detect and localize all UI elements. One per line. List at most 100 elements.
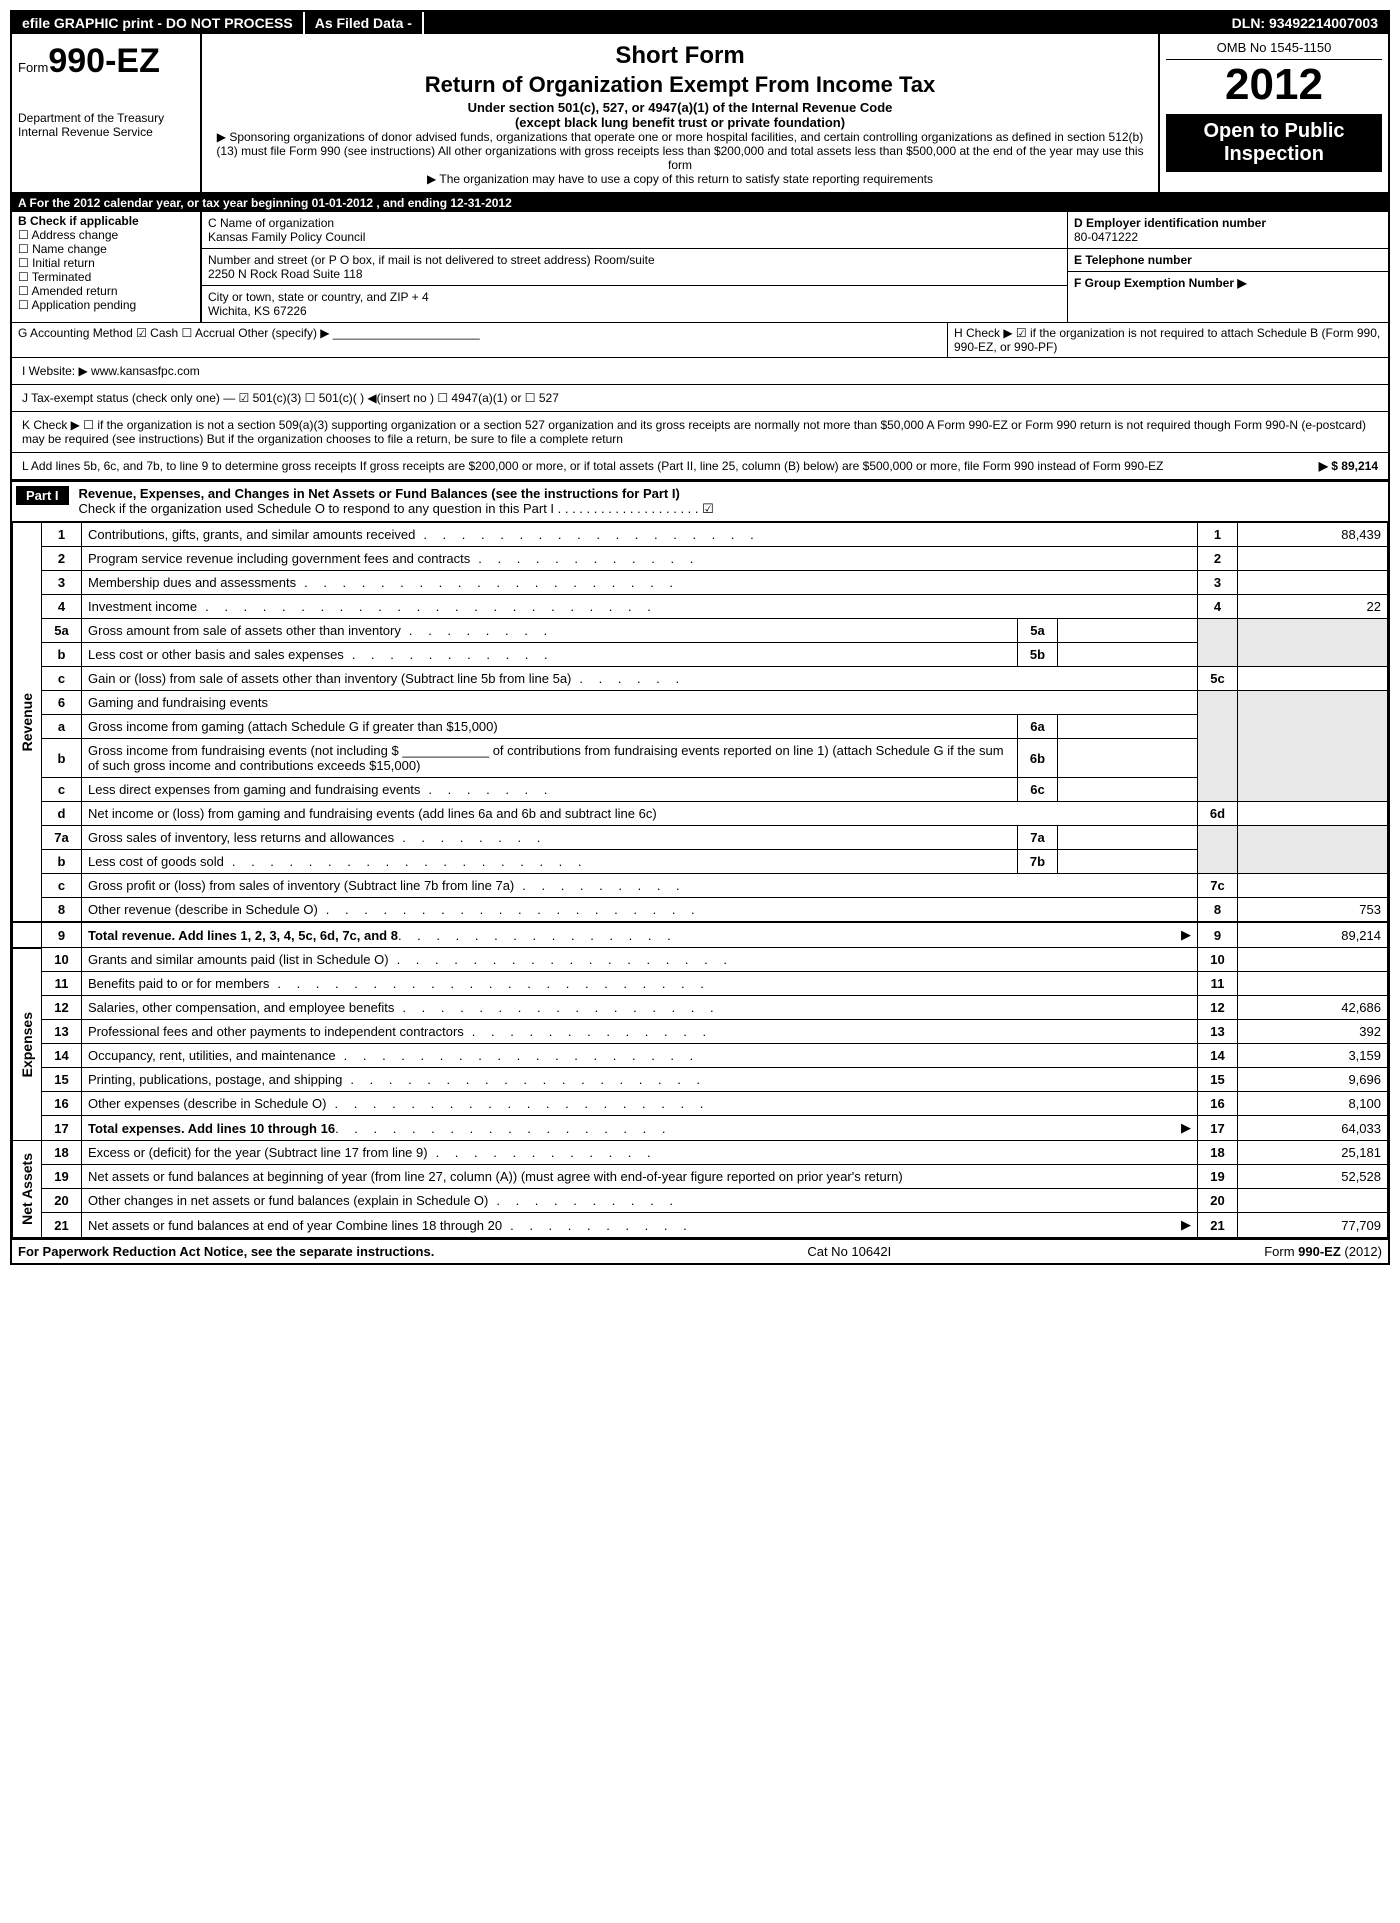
chk-terminated[interactable]: Terminated <box>18 270 194 284</box>
ln-16-amt: 8,100 <box>1238 1092 1388 1116</box>
ln-9-desc: Total revenue. Add lines 1, 2, 3, 4, 5c,… <box>82 922 1198 948</box>
chk-name-change[interactable]: Name change <box>18 242 194 256</box>
footer-left: For Paperwork Reduction Act Notice, see … <box>18 1244 434 1259</box>
ln-5a-sub: 5a <box>1018 619 1058 643</box>
footer-right: Form 990-EZ (2012) <box>1264 1244 1382 1259</box>
title-short-form: Short Form <box>214 42 1146 70</box>
ln-5c-amt <box>1238 667 1388 691</box>
subtitle-2: (except black lung benefit trust or priv… <box>212 115 1148 130</box>
org-city: Wichita, KS 67226 <box>208 304 1061 318</box>
ln-5b-num: b <box>42 643 82 667</box>
header-right: OMB No 1545-1150 2012 Open to Public Ins… <box>1158 34 1388 192</box>
ln-16-num: 16 <box>42 1092 82 1116</box>
section-b-checks: B Check if applicable Address change Nam… <box>12 212 202 322</box>
ln-1-desc: Contributions, gifts, grants, and simila… <box>82 523 1198 547</box>
ln-2-amt <box>1238 547 1388 571</box>
ln-4-num: 4 <box>42 595 82 619</box>
ln-5c-desc: Gain or (loss) from sale of assets other… <box>82 667 1198 691</box>
ln-5b-subval <box>1058 643 1198 667</box>
grey-6-amt <box>1238 691 1388 802</box>
title-main: Return of Organization Exempt From Incom… <box>214 72 1146 98</box>
open-to-public: Open to Public Inspection <box>1166 114 1382 172</box>
ln-7b-num: b <box>42 850 82 874</box>
ln-19-amt: 52,528 <box>1238 1165 1388 1189</box>
ln-4-desc: Investment income. . . . . . . . . . . .… <box>82 595 1198 619</box>
ln-5a-subval <box>1058 619 1198 643</box>
ln-7a-sub: 7a <box>1018 826 1058 850</box>
l-amount: ▶ $ 89,214 <box>1319 459 1378 473</box>
ln-21-num: 21 <box>42 1213 82 1238</box>
ln-6b-sub: 6b <box>1018 739 1058 778</box>
ln-9-amt: 89,214 <box>1238 922 1388 948</box>
ln-14-rn: 14 <box>1198 1044 1238 1068</box>
ln-10-amt <box>1238 948 1388 972</box>
ln-7b-desc: Less cost of goods sold. . . . . . . . .… <box>82 850 1018 874</box>
ln-4-amt: 22 <box>1238 595 1388 619</box>
top-bar: efile GRAPHIC print - DO NOT PROCESS As … <box>12 12 1388 34</box>
ln-5b-sub: 5b <box>1018 643 1058 667</box>
ln-17-rn: 17 <box>1198 1116 1238 1141</box>
chk-initial-return[interactable]: Initial return <box>18 256 194 270</box>
chk-amended-return[interactable]: Amended return <box>18 284 194 298</box>
ln-11-rn: 11 <box>1198 972 1238 996</box>
org-address: 2250 N Rock Road Suite 118 <box>208 267 1061 281</box>
footer: For Paperwork Reduction Act Notice, see … <box>12 1238 1388 1263</box>
ln-7a-subval <box>1058 826 1198 850</box>
ln-6a-desc: Gross income from gaming (attach Schedul… <box>82 715 1018 739</box>
ln-17-desc: Total expenses. Add lines 10 through 16.… <box>82 1116 1198 1141</box>
ln-10-num: 10 <box>42 948 82 972</box>
ln-6a-num: a <box>42 715 82 739</box>
tax-year: 2012 <box>1166 60 1382 110</box>
ln-19-desc: Net assets or fund balances at beginning… <box>82 1165 1198 1189</box>
ln-7c-num: c <box>42 874 82 898</box>
ln-12-rn: 12 <box>1198 996 1238 1020</box>
ln-3-rn: 3 <box>1198 571 1238 595</box>
ln-1-num: 1 <box>42 523 82 547</box>
ln-15-rn: 15 <box>1198 1068 1238 1092</box>
ln-5a-desc: Gross amount from sale of assets other t… <box>82 619 1018 643</box>
d-label: D Employer identification number <box>1074 216 1266 230</box>
ln-19-num: 19 <box>42 1165 82 1189</box>
ln-3-amt <box>1238 571 1388 595</box>
lines-table: Revenue 1 Contributions, gifts, grants, … <box>12 522 1388 1238</box>
omb-no: OMB No 1545-1150 <box>1166 40 1382 60</box>
i-website: I Website: ▶ www.kansasfpc.com <box>12 358 1388 385</box>
chk-application-pending[interactable]: Application pending <box>18 298 194 312</box>
ln-6b-num: b <box>42 739 82 778</box>
ln-11-amt <box>1238 972 1388 996</box>
ln-6b-desc: Gross income from fundraising events (no… <box>82 739 1018 778</box>
ln-6d-amt <box>1238 802 1388 826</box>
ln-7a-desc: Gross sales of inventory, less returns a… <box>82 826 1018 850</box>
ln-6d-rn: 6d <box>1198 802 1238 826</box>
section-revenue-label: Revenue <box>13 523 42 923</box>
city-label: City or town, state or country, and ZIP … <box>208 290 1061 304</box>
grey-6 <box>1198 691 1238 802</box>
l-row: L Add lines 5b, 6c, and 7b, to line 9 to… <box>12 453 1388 480</box>
ln-10-desc: Grants and similar amounts paid (list in… <box>82 948 1198 972</box>
ln-5c-rn: 5c <box>1198 667 1238 691</box>
grey-7-amt <box>1238 826 1388 874</box>
ln-2-num: 2 <box>42 547 82 571</box>
c-label: C Name of organization <box>208 216 1061 230</box>
ln-16-rn: 16 <box>1198 1092 1238 1116</box>
ln-11-desc: Benefits paid to or for members. . . . .… <box>82 972 1198 996</box>
ln-5b-desc: Less cost or other basis and sales expen… <box>82 643 1018 667</box>
ln-7b-sub: 7b <box>1018 850 1058 874</box>
header-row: Form990-EZ Department of the Treasury In… <box>12 34 1388 194</box>
ln-6b-subval <box>1058 739 1198 778</box>
dept-2: Internal Revenue Service <box>18 125 194 139</box>
ln-14-amt: 3,159 <box>1238 1044 1388 1068</box>
section-c: C Name of organization Kansas Family Pol… <box>202 212 1068 322</box>
ln-21-amt: 77,709 <box>1238 1213 1388 1238</box>
ln-13-desc: Professional fees and other payments to … <box>82 1020 1198 1044</box>
section-def: D Employer identification number 80-0471… <box>1068 212 1388 322</box>
chk-address-change[interactable]: Address change <box>18 228 194 242</box>
ln-21-rn: 21 <box>1198 1213 1238 1238</box>
ln-5c-num: c <box>42 667 82 691</box>
topbar-seg-2: As Filed Data - <box>305 12 424 34</box>
ln-6a-sub: 6a <box>1018 715 1058 739</box>
footer-mid: Cat No 10642I <box>807 1244 891 1259</box>
ln-16-desc: Other expenses (describe in Schedule O).… <box>82 1092 1198 1116</box>
ln-17-amt: 64,033 <box>1238 1116 1388 1141</box>
topbar-dln: DLN: 93492214007003 <box>1222 12 1388 34</box>
